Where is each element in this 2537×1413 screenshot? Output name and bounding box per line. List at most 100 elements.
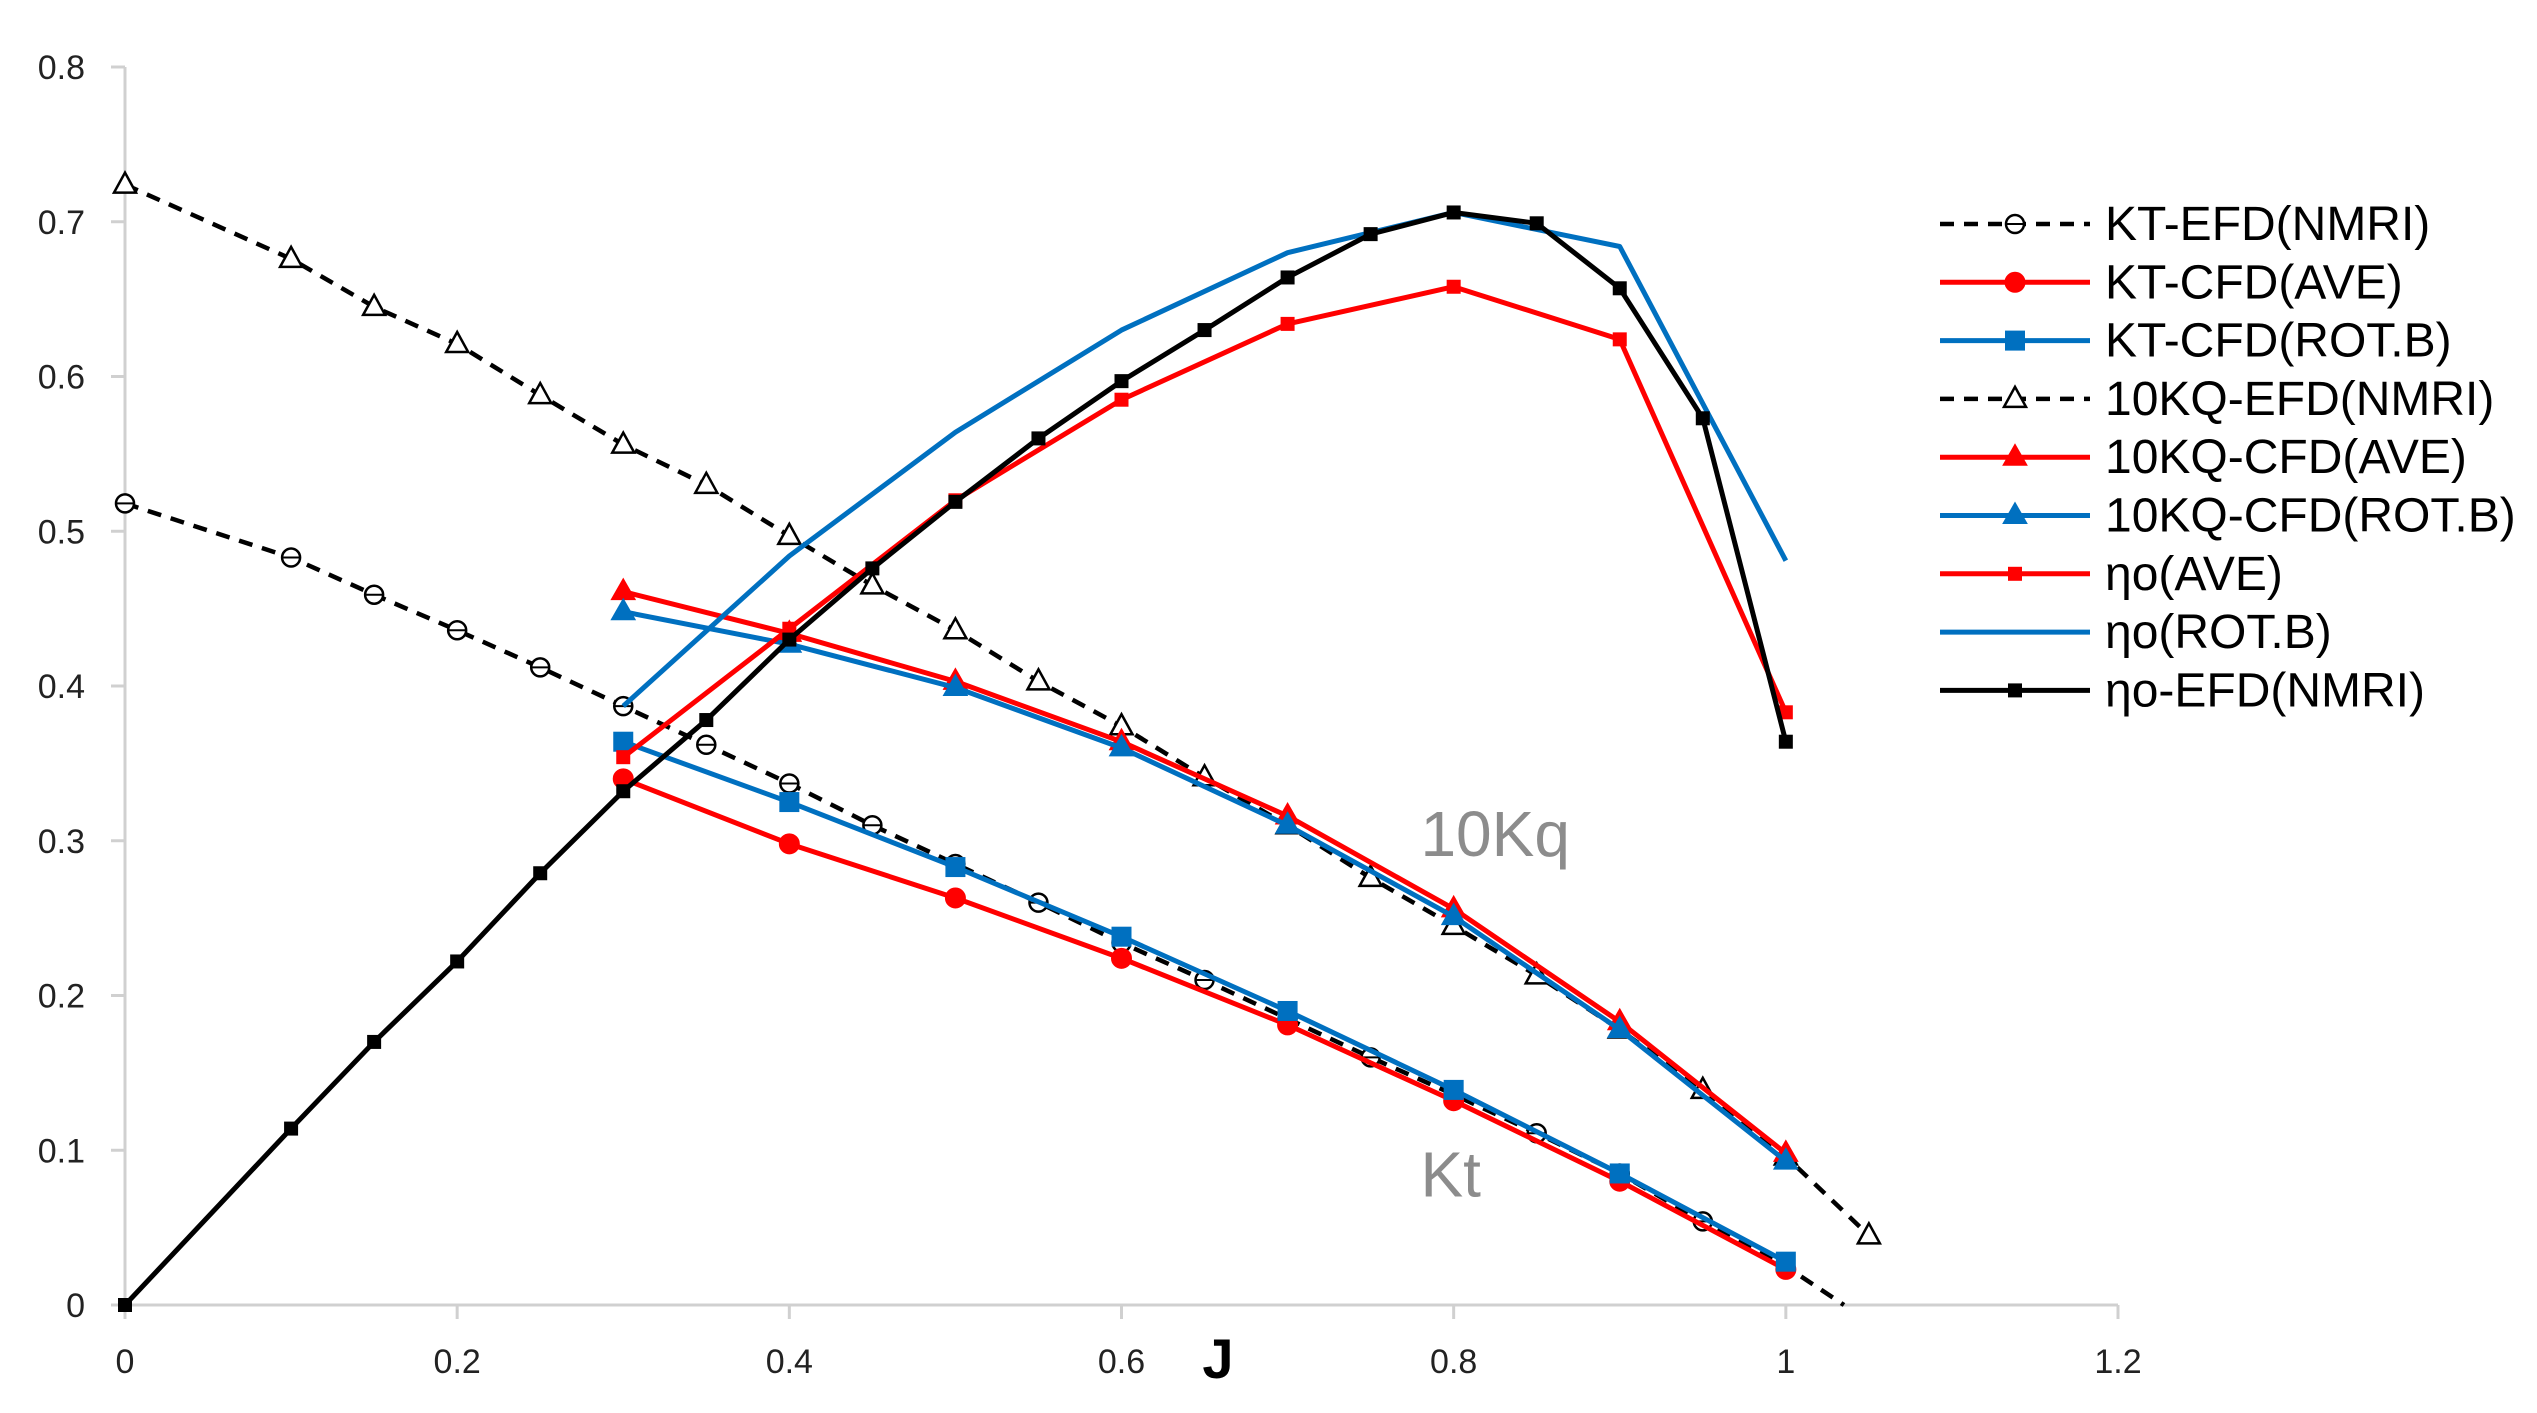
series-7 (621, 209, 1789, 708)
data-point (1111, 926, 1132, 947)
data-point (1775, 1251, 1796, 1272)
data-point (1772, 1147, 1799, 1170)
y-tick-label: 0.2 (38, 978, 85, 1016)
data-point (533, 866, 548, 881)
series-line (622, 739, 1788, 1264)
legend-item: 10KQ-CFD(AVE) (1940, 431, 2467, 484)
data-point (1695, 411, 1710, 426)
legend-item: KT-EFD(NMRI) (1940, 198, 2430, 251)
data-point (2004, 271, 2026, 293)
series-line (621, 284, 1789, 760)
series-line (622, 776, 1788, 1272)
series-line (124, 182, 1871, 1237)
series-5 (610, 597, 1799, 1170)
data-point (1025, 666, 1052, 691)
data-point (450, 954, 465, 969)
data-point (2002, 443, 2028, 466)
y-tick-label: 0.8 (38, 49, 85, 87)
series-line (622, 589, 1788, 1156)
x-tick-label: 0.4 (766, 1343, 813, 1381)
legend-label: ηo(ROT.B) (2105, 606, 2332, 659)
data-point (693, 470, 720, 495)
data-point (1443, 1079, 1464, 1100)
data-point (1197, 323, 1212, 338)
data-point (118, 1298, 132, 1312)
legend-label: 10KQ-CFD(ROT.B) (2105, 490, 2516, 543)
data-point (1277, 1000, 1298, 1021)
data-point (1363, 227, 1378, 242)
x-axis-label: J (1202, 1327, 1233, 1390)
data-point (1612, 281, 1627, 296)
data-point (782, 632, 797, 647)
x-tick-label: 0.2 (434, 1343, 481, 1381)
data-point (111, 170, 139, 194)
axes: 0 0.2 0.4 0.6 0.8 1 1.2 0 0.1 0.2 0.3 0.4 0.5 0.6 0.7 0… (38, 49, 2142, 1390)
legend-item: KT-CFD(AVE) (1940, 256, 2403, 309)
data-point (945, 857, 966, 878)
data-point (1529, 216, 1544, 231)
data-point (778, 833, 800, 855)
legend-item: 10KQ-CFD(ROT.B) (1940, 490, 2516, 543)
y-tick-label: 0.3 (38, 823, 85, 861)
data-point (610, 577, 637, 601)
x-tick-label: 0.8 (1430, 1343, 1477, 1381)
series-4 (610, 577, 1799, 1162)
data-point (1031, 431, 1046, 446)
data-point (1111, 947, 1132, 969)
data-point (284, 1121, 299, 1136)
y-tick-label: 0.4 (38, 668, 85, 706)
legend-label: KT-EFD(NMRI) (2105, 198, 2430, 251)
series-line (123, 209, 1789, 1307)
data-point (1778, 734, 1793, 749)
series-line (621, 209, 1789, 708)
legend-label: ηo(AVE) (2105, 548, 2283, 601)
data-point (2005, 330, 2025, 351)
data-point (1446, 279, 1461, 294)
series-line (124, 501, 1846, 1307)
legend-item: 10KQ-EFD(NMRI) (1940, 373, 2494, 426)
legend-item: ηo(AVE) (1940, 548, 2283, 601)
data-point (610, 597, 637, 621)
data-point (616, 750, 631, 765)
legend-item: KT-CFD(ROT.B) (1940, 315, 2452, 368)
x-tick-label: 0.6 (1098, 1343, 1145, 1381)
legend-label: ηo-EFD(NMRI) (2105, 664, 2425, 717)
data-point (859, 570, 886, 595)
data-point (782, 621, 797, 636)
data-point (1280, 316, 1295, 331)
data-point (1280, 270, 1295, 285)
series-line (622, 609, 1788, 1164)
data-point (613, 731, 634, 752)
series-6 (616, 279, 1793, 765)
data-point (361, 292, 388, 317)
data-point (779, 792, 800, 813)
data-point (1609, 1163, 1630, 1184)
data-point (1114, 392, 1129, 407)
data-point (1440, 902, 1467, 926)
data-point (1274, 811, 1301, 834)
series-0 (114, 493, 1846, 1307)
x-tick-label: 0 (116, 1343, 135, 1381)
annotation-label: Kt (1420, 1139, 1481, 1211)
data-point (610, 429, 637, 454)
data-point (776, 521, 803, 546)
data-point (865, 561, 880, 576)
data-point (2008, 566, 2022, 581)
y-tick-label: 0.1 (38, 1132, 85, 1170)
data-point (2008, 683, 2022, 698)
legend-item: ηo-EFD(NMRI) (1940, 664, 2425, 717)
legend-label: KT-CFD(AVE) (2105, 256, 2403, 309)
data-point (367, 1034, 382, 1049)
series-layer (111, 170, 1882, 1312)
series-8 (118, 205, 1793, 1312)
data-point (2001, 384, 2029, 409)
data-point (942, 615, 969, 640)
data-point (444, 329, 471, 354)
data-point (1778, 705, 1793, 720)
y-tick-label: 0 (66, 1287, 85, 1325)
data-point (1446, 205, 1461, 220)
data-point (944, 887, 966, 909)
annotations: 10Kq Kt (1420, 798, 1569, 1210)
data-point (616, 784, 631, 799)
data-point (942, 673, 969, 697)
